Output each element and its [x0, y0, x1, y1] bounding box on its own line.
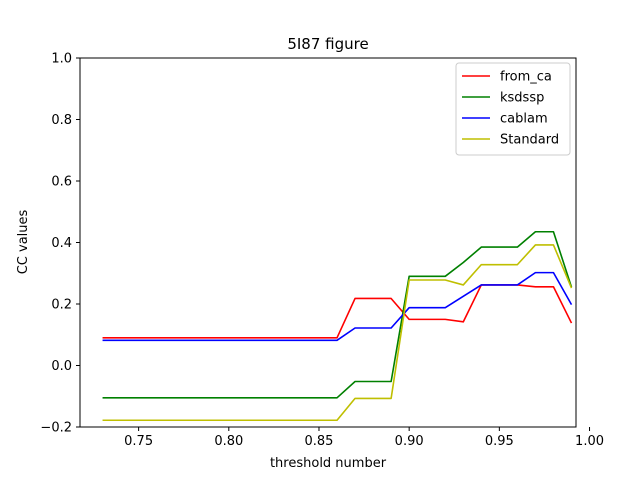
- x-tick-label: 0.75: [124, 434, 153, 449]
- legend-label-1: ksdssp: [500, 91, 544, 106]
- series-line-1: [102, 230, 573, 399]
- legend-label-0: from_ca: [500, 70, 552, 85]
- y-tick-label: 0.8: [51, 113, 72, 128]
- y-axis: −0.2 0.0 0.2 0.4 0.6 0.8 1.0: [40, 52, 80, 436]
- y-tick-label: 0.0: [51, 359, 72, 374]
- series-line-3: [102, 244, 573, 422]
- x-axis: 0.75 0.80 0.85 0.90 0.95 1.00: [124, 427, 604, 449]
- y-tick-label: 1.0: [51, 52, 72, 67]
- x-tick-label: 0.85: [305, 434, 334, 449]
- series-line-2: [102, 271, 573, 342]
- x-tick-label: 0.80: [214, 434, 243, 449]
- y-tick-label: 0.4: [51, 236, 72, 251]
- legend-label-3: Standard: [500, 133, 559, 148]
- legend-label-2: cablam: [500, 112, 548, 127]
- y-axis-label: CC values: [16, 209, 31, 274]
- x-axis-label: threshold number: [270, 456, 387, 471]
- x-tick-label: 1.00: [575, 434, 604, 449]
- x-tick-label: 0.95: [485, 434, 514, 449]
- y-tick-label: 0.2: [51, 298, 72, 313]
- x-tick-label: 0.90: [395, 434, 424, 449]
- y-tick-label: −0.2: [40, 421, 72, 436]
- legend-box: [455, 62, 571, 156]
- chart-title: 5I87 figure: [287, 35, 368, 53]
- y-tick-label: 0.6: [51, 175, 72, 190]
- series-layer: [102, 230, 573, 422]
